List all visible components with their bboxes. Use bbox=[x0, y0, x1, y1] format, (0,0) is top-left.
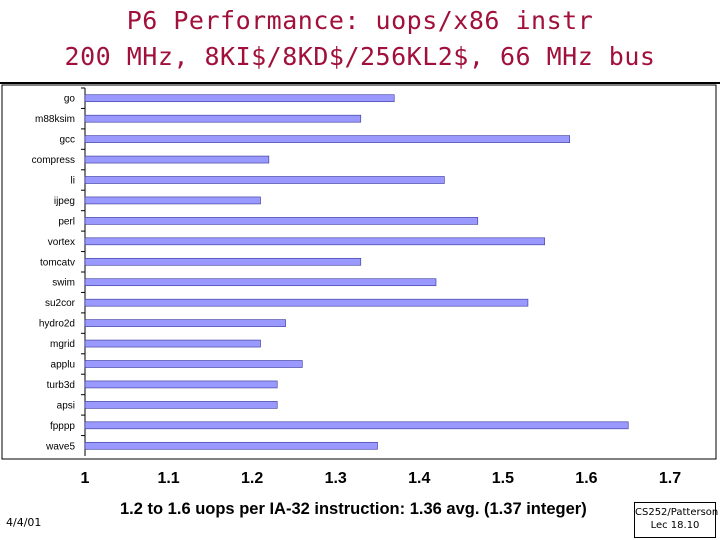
footer-course-name: CS252/Patterson bbox=[635, 507, 719, 518]
bar-li bbox=[84, 176, 445, 184]
x-tick-label: 1.6 bbox=[575, 470, 597, 487]
bar-apsi bbox=[84, 401, 278, 409]
bar-compress bbox=[84, 155, 270, 164]
footer-date: 4/4/01 bbox=[6, 516, 42, 529]
slide-title-line-1: P6 Performance: uops/x86 instr bbox=[126, 6, 594, 35]
category-label-vortex: vortex bbox=[48, 237, 75, 248]
category-label-hydro2d: hydro2d bbox=[39, 319, 75, 330]
bar-mgrid bbox=[84, 339, 261, 348]
category-label-fpppp: fpppp bbox=[50, 421, 75, 432]
footer-course-box: CS252/Patterson Lec 18.10 bbox=[634, 502, 719, 538]
x-tick-label: 1.3 bbox=[325, 470, 347, 487]
x-tick-label: 1.7 bbox=[659, 470, 681, 487]
bar-su2cor bbox=[84, 298, 529, 307]
chart-caption: 1.2 to 1.6 uops per IA-32 instruction: 1… bbox=[120, 500, 587, 518]
bar-vortex bbox=[84, 237, 545, 246]
x-tick-label: 1.5 bbox=[492, 470, 514, 487]
category-label-perl: perl bbox=[58, 216, 75, 227]
title-divider bbox=[0, 82, 720, 84]
slide-title-line-2: 200 MHz, 8KI$/8KD$/256KL2$, 66 MHz bus bbox=[64, 42, 656, 71]
x-tick-label: 1.4 bbox=[408, 470, 430, 487]
bar-go bbox=[84, 94, 395, 103]
category-label-mgrid: mgrid bbox=[50, 339, 75, 350]
bar-fpppp bbox=[84, 421, 629, 430]
plot-frame bbox=[1, 84, 717, 460]
bar-hydro2d bbox=[84, 319, 286, 327]
bar-wave5 bbox=[84, 441, 378, 450]
x-tick-label: 1.1 bbox=[157, 470, 179, 487]
bar-gcc bbox=[84, 135, 571, 143]
bar-perl bbox=[84, 217, 479, 225]
bar-tomcatv bbox=[84, 257, 362, 266]
category-label-m88ksim: m88ksim bbox=[35, 114, 75, 125]
bar-chart: go m88ksim gcc compress li ijpeg perl vortex tom… bbox=[1, 84, 717, 487]
category-label-go: go bbox=[64, 94, 76, 105]
bar-turb3d bbox=[84, 380, 278, 389]
x-tick-label: 1.2 bbox=[241, 470, 263, 487]
bar-applu bbox=[84, 360, 303, 368]
category-label-su2cor: su2cor bbox=[45, 298, 76, 309]
category-label-apsi: apsi bbox=[57, 400, 75, 411]
category-label-applu: applu bbox=[51, 360, 75, 371]
category-label-wave5: wave5 bbox=[45, 441, 75, 452]
category-label-turb3d: turb3d bbox=[47, 380, 75, 391]
category-label-swim: swim bbox=[52, 278, 75, 289]
bar-ijpeg bbox=[84, 196, 261, 205]
footer-lecture-number: Lec 18.10 bbox=[650, 520, 700, 531]
bar-m88ksim bbox=[84, 114, 362, 123]
category-label-gcc: gcc bbox=[59, 135, 75, 146]
x-tick-label: 1 bbox=[81, 470, 90, 487]
category-label-tomcatv: tomcatv bbox=[40, 257, 75, 268]
category-label-ijpeg: ijpeg bbox=[54, 196, 75, 207]
category-label-compress: compress bbox=[32, 155, 75, 166]
bar-swim bbox=[84, 278, 437, 287]
category-label-li: li bbox=[71, 176, 75, 187]
